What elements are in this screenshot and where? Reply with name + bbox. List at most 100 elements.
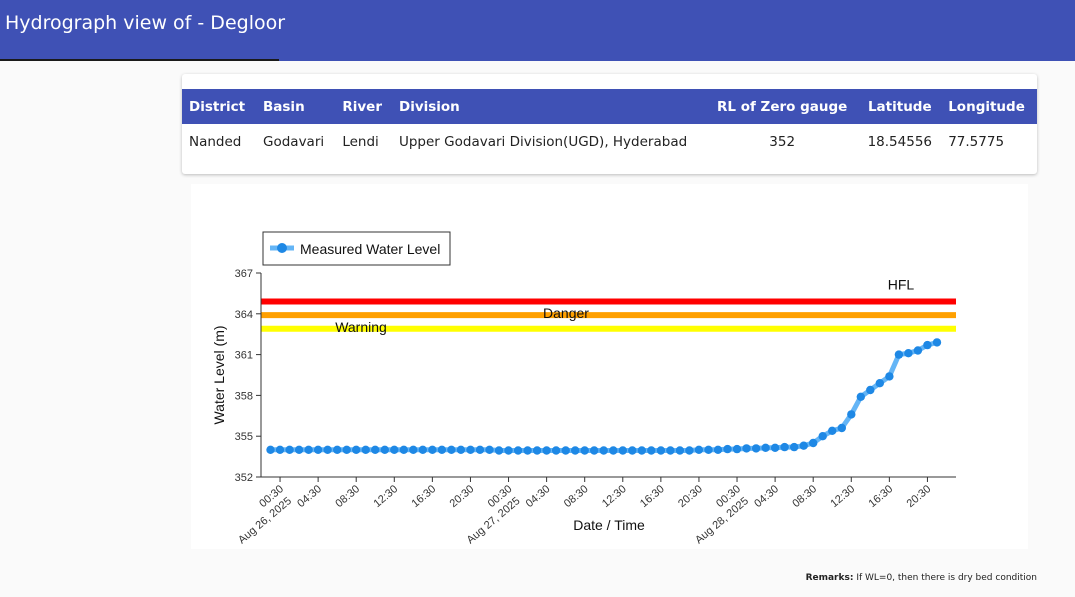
data-point[interactable] (551, 446, 561, 455)
series-line (270, 339, 938, 453)
data-point[interactable] (275, 445, 285, 454)
data-point[interactable] (904, 349, 913, 358)
cell-river: Lendi (342, 134, 379, 150)
column-header-longitude: Longitude (941, 89, 1037, 124)
data-point[interactable] (571, 446, 580, 455)
data-point[interactable] (818, 432, 827, 441)
x-tick-label: 16:30 (638, 483, 667, 510)
data-point[interactable] (504, 446, 513, 455)
data-point[interactable] (447, 445, 456, 454)
data-point[interactable] (342, 445, 351, 454)
data-point[interactable] (780, 442, 789, 452)
reference-label-warning: Warning (335, 319, 387, 335)
data-point[interactable] (609, 446, 618, 455)
data-point[interactable] (694, 445, 704, 454)
data-point[interactable] (742, 444, 751, 453)
reference-label-hfl: HFL (888, 277, 915, 293)
data-point[interactable] (637, 446, 646, 455)
data-point[interactable] (885, 372, 894, 381)
data-point[interactable] (409, 445, 418, 454)
data-point[interactable] (799, 441, 808, 450)
data-point[interactable] (856, 392, 865, 401)
cell-basin: Godavari (263, 134, 325, 150)
data-point[interactable] (723, 444, 732, 454)
data-point[interactable] (437, 445, 447, 454)
data-point[interactable] (847, 410, 856, 419)
data-point[interactable] (894, 350, 904, 359)
data-point[interactable] (790, 442, 799, 452)
data-point[interactable] (428, 445, 437, 454)
data-point[interactable] (656, 446, 666, 455)
data-point[interactable] (809, 438, 818, 448)
data-point[interactable] (418, 445, 427, 454)
data-point[interactable] (685, 446, 694, 455)
data-point[interactable] (770, 443, 780, 452)
data-point[interactable] (532, 446, 542, 455)
data-point[interactable] (704, 445, 713, 454)
y-tick-label: 355 (235, 431, 253, 443)
data-point[interactable] (837, 423, 846, 433)
data-point[interactable] (828, 426, 837, 435)
data-point[interactable] (323, 445, 332, 454)
data-point[interactable] (485, 445, 494, 454)
x-tick-label: 08:30 (562, 483, 591, 510)
y-axis-title: Water Level (m) (211, 325, 227, 424)
data-point[interactable] (456, 445, 466, 454)
x-tick-label: 08:30 (333, 483, 362, 510)
data-point[interactable] (628, 446, 637, 455)
column-header-latitude: Latitude (858, 89, 942, 124)
data-point[interactable] (266, 445, 275, 454)
data-point[interactable] (751, 444, 761, 453)
data-point[interactable] (352, 445, 361, 454)
data-point[interactable] (475, 445, 485, 454)
data-point[interactable] (923, 340, 932, 350)
reference-labels: HFL Danger Warning (335, 277, 914, 335)
data-point[interactable] (542, 446, 551, 455)
data-point[interactable] (932, 338, 942, 347)
column-header-division: Division (391, 89, 706, 124)
data-point[interactable] (313, 445, 323, 454)
data-point[interactable] (494, 446, 504, 455)
x-tick-label: 12:30 (600, 483, 629, 510)
data-point[interactable] (333, 445, 342, 454)
data-point[interactable] (618, 446, 627, 455)
data-point[interactable] (666, 446, 675, 455)
data-point[interactable] (866, 385, 875, 395)
x-tick-label: 04:30 (752, 483, 781, 510)
data-point[interactable] (304, 445, 313, 454)
data-point[interactable] (361, 445, 370, 454)
y-tick-label: 358 (235, 390, 253, 402)
y-tick-label: 361 (235, 350, 253, 362)
data-point[interactable] (732, 444, 742, 454)
data-point[interactable] (913, 346, 923, 355)
chart-legend[interactable]: Measured Water Level (262, 231, 451, 266)
data-point[interactable] (390, 445, 399, 454)
data-point[interactable] (371, 445, 380, 454)
data-point[interactable] (761, 443, 770, 452)
data-point[interactable] (590, 446, 599, 455)
data-point[interactable] (713, 445, 723, 454)
title-underline (0, 59, 279, 61)
data-point[interactable] (561, 446, 570, 455)
legend-marker-swatch (277, 243, 287, 253)
legend-box (262, 231, 451, 266)
data-point[interactable] (513, 446, 523, 455)
data-point[interactable] (399, 445, 408, 454)
data-point[interactable] (380, 445, 389, 454)
cell-division: Upper Godavari Division(UGD), Hyderabad (398, 134, 688, 150)
data-point[interactable] (875, 379, 884, 388)
station-info-card: District Basin River Division RL of Zero… (182, 74, 1037, 174)
data-point[interactable] (285, 445, 294, 454)
data-point[interactable] (523, 446, 532, 455)
data-point[interactable] (675, 446, 685, 455)
data-point[interactable] (294, 445, 304, 454)
remarks-label: Remarks: (805, 573, 854, 583)
reference-lines (261, 298, 956, 332)
data-point[interactable] (466, 445, 475, 454)
data-point[interactable] (599, 446, 608, 455)
data-point[interactable] (647, 446, 656, 455)
x-tick-label: 12:30 (828, 483, 857, 510)
data-point[interactable] (580, 446, 589, 455)
reference-label-danger: Danger (543, 305, 589, 321)
